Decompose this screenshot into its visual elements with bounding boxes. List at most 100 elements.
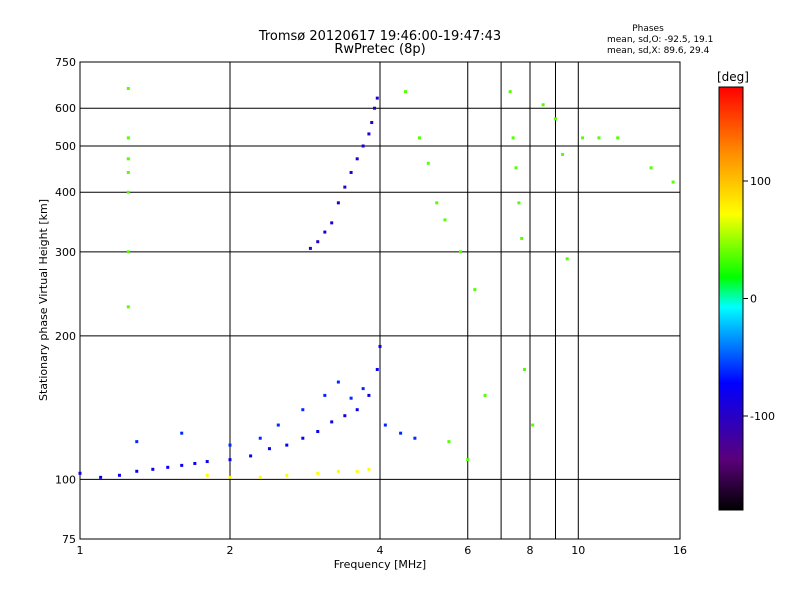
data-point	[671, 180, 675, 184]
data-point	[126, 305, 130, 309]
data-point	[193, 461, 197, 465]
x-tick-label: 6	[464, 544, 471, 557]
data-point	[649, 166, 653, 170]
data-point	[616, 136, 620, 140]
data-point	[373, 106, 377, 110]
x-tick-label: 4	[377, 544, 384, 557]
data-point	[228, 475, 232, 479]
data-point	[561, 152, 565, 156]
data-point	[301, 436, 305, 440]
data-point	[511, 136, 515, 140]
data-point	[541, 103, 545, 107]
data-point	[285, 473, 289, 477]
data-point	[267, 447, 271, 451]
data-point	[473, 288, 477, 292]
data-point	[126, 86, 130, 90]
data-point	[135, 440, 139, 444]
data-point	[355, 469, 359, 473]
data-point	[581, 136, 585, 140]
x-tick-label: 2	[227, 544, 234, 557]
data-point	[258, 436, 262, 440]
data-point	[383, 423, 387, 427]
data-point	[336, 380, 340, 384]
y-tick-label: 500	[55, 140, 76, 153]
data-point	[403, 90, 407, 94]
data-point	[517, 201, 521, 205]
data-point	[483, 393, 487, 397]
data-point	[323, 230, 327, 234]
y-tick-label: 400	[55, 186, 76, 199]
data-point	[135, 469, 139, 473]
y-tick-label: 300	[55, 246, 76, 259]
data-point	[151, 467, 155, 471]
data-point	[336, 201, 340, 205]
x-tick-label: 1	[77, 544, 84, 557]
data-point	[126, 157, 130, 161]
colorbar: [deg] 100 0 -100	[717, 70, 775, 511]
data-point	[205, 473, 209, 477]
data-point	[276, 423, 280, 427]
data-point	[323, 393, 327, 397]
data-point	[316, 240, 320, 244]
legend-line-x: mean, sd,X: 89.6, 29.4	[607, 46, 710, 56]
data-point	[508, 90, 512, 94]
data-point	[180, 431, 184, 435]
data-point	[413, 436, 417, 440]
data-point	[316, 471, 320, 475]
y-axis-ticks: 75 100 200 300 400 500 600 750	[55, 56, 76, 546]
data-point	[180, 463, 184, 467]
y-tick-label: 100	[55, 473, 76, 486]
data-point	[531, 423, 535, 427]
legend-line-o: mean, sd,O: -92.5, 19.1	[607, 35, 713, 45]
data-point	[443, 218, 447, 222]
chart-title: Tromsø 20120617 19:46:00-19:47:43	[258, 29, 501, 44]
data-point	[249, 454, 253, 458]
data-point	[78, 471, 82, 475]
data-point	[370, 121, 374, 125]
data-point	[367, 393, 371, 397]
data-point	[426, 161, 430, 165]
data-point	[597, 136, 601, 140]
data-point	[336, 469, 340, 473]
data-point	[361, 144, 365, 148]
data-point	[228, 458, 232, 462]
data-point	[355, 408, 359, 412]
chart-subtitle: RwPretec (8p)	[334, 42, 425, 57]
data-point	[205, 460, 209, 464]
y-tick-label: 75	[62, 533, 76, 546]
x-tick-label: 16	[673, 544, 687, 557]
data-point	[565, 257, 569, 261]
data-point	[228, 443, 232, 447]
data-point	[367, 467, 371, 471]
data-point	[375, 96, 379, 100]
data-point	[466, 458, 470, 462]
data-point	[117, 473, 121, 477]
legend-title: Phases	[632, 24, 664, 34]
colorbar-tick-label: 100	[750, 175, 771, 188]
data-point	[166, 465, 170, 469]
data-point	[447, 440, 451, 444]
colorbar-ticks: 100 0 -100	[743, 175, 775, 423]
data-point	[349, 396, 353, 400]
data-point	[285, 443, 289, 447]
data-point	[126, 190, 130, 194]
data-point	[126, 136, 130, 140]
data-points	[78, 86, 675, 479]
data-point	[361, 387, 365, 391]
data-point	[417, 136, 421, 140]
data-point	[316, 430, 320, 434]
x-axis-label: Frequency [MHz]	[334, 558, 426, 571]
data-point	[458, 250, 462, 254]
data-point	[301, 408, 305, 412]
data-point	[523, 367, 527, 371]
data-point	[343, 414, 347, 418]
x-tick-label: 8	[527, 544, 534, 557]
y-tick-label: 750	[55, 56, 76, 69]
colorbar-scale	[718, 86, 744, 511]
data-point	[330, 221, 334, 225]
x-tick-label: 10	[571, 544, 585, 557]
data-point	[355, 157, 359, 161]
data-point	[330, 420, 334, 424]
data-point	[258, 475, 262, 479]
